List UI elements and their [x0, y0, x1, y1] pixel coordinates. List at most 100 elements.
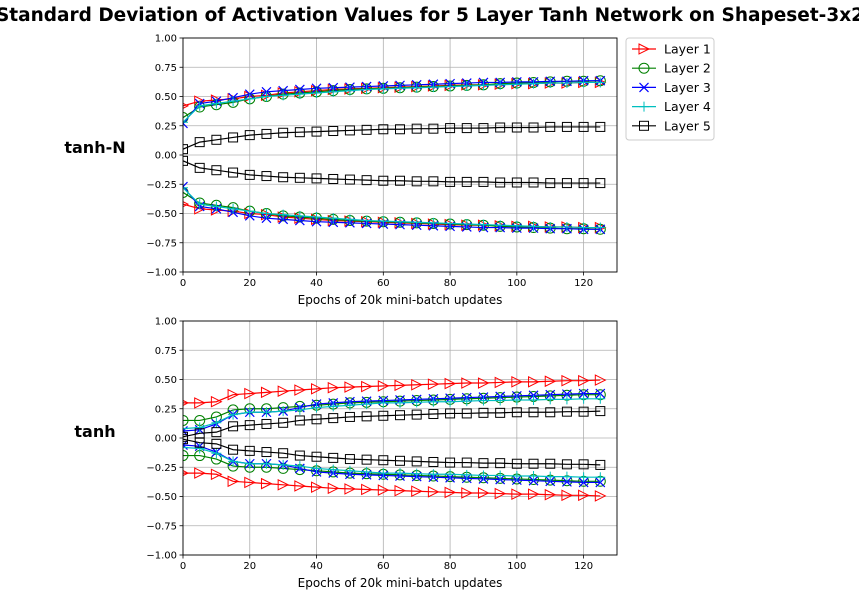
- series-layer-1-point: [194, 397, 206, 409]
- series-layer-4-point: [578, 472, 589, 483]
- series-layer-5-point: [395, 455, 405, 466]
- series-layer-3-point: [595, 388, 606, 399]
- series-layer-5-point: [261, 128, 272, 139]
- y-tick-label: 0.00: [155, 151, 177, 162]
- series-layer-4-point: [183, 423, 188, 434]
- legend-label: Layer 2: [664, 61, 711, 76]
- series-layer-5-point: [344, 125, 355, 136]
- series-layer-3-point: [561, 389, 572, 400]
- series-layer-1-point: [511, 376, 523, 388]
- series-layer-1-point: [494, 487, 507, 500]
- series-layer-4-point: [445, 469, 456, 480]
- series-layer-4-point: [378, 216, 389, 227]
- series-layer-1-point: [561, 374, 574, 387]
- series-layer-5-point: [311, 126, 322, 137]
- series-layer-5-point: [211, 134, 222, 145]
- series-layer-5-point: [561, 459, 572, 470]
- legend-item-layer-2: Layer 2: [632, 61, 711, 76]
- series-layer-4-point: [445, 396, 456, 407]
- series-layer-5-point: [595, 178, 606, 189]
- y-tick-label: −0.75: [146, 521, 177, 532]
- series-layer-5-point: [344, 454, 355, 465]
- series-layer-5-point: [595, 406, 606, 417]
- series-layer-4-point: [528, 471, 539, 482]
- series-layer-5-point: [211, 427, 222, 438]
- series-layer-4-point: [294, 210, 305, 221]
- series-layer-4-point: [445, 218, 456, 229]
- series-layer-4-point: [495, 395, 506, 406]
- x-tick-label: 40: [310, 561, 323, 572]
- series-layer-4-point: [228, 409, 239, 420]
- series-layer-4-point: [478, 395, 489, 406]
- series-layer-1-point: [427, 486, 440, 498]
- series-layer-5-point: [261, 171, 272, 182]
- series-layer-5-point: [445, 457, 456, 468]
- series-layer-1-point: [394, 484, 407, 497]
- series-layer-5-point: [244, 130, 255, 141]
- series-layer-4-point: [595, 77, 606, 88]
- series-layer-1-point: [411, 485, 423, 498]
- chart-panel-tanh-n: tanh-N −1.00 −0.75 −0.50 −0.25 0.00 0.25 0.50 0.…: [64, 34, 618, 307]
- series-layer-4-point: [528, 221, 539, 232]
- series-layer-4-point: [311, 212, 322, 223]
- series-layer-1-point: [444, 486, 457, 499]
- legend-box: [625, 37, 715, 141]
- series-layer-1-point: [578, 374, 590, 387]
- series-layer-3-line-pos: [183, 80, 601, 124]
- series-layer-4-point: [578, 77, 589, 88]
- x-tick-label: 40: [310, 278, 323, 289]
- x-tick-label: 60: [377, 561, 390, 572]
- series-layer-5-point: [578, 406, 589, 417]
- series-layer-4-point: [361, 84, 372, 95]
- series-layer-1-point: [327, 482, 340, 495]
- series-layer-5-point: [361, 175, 372, 186]
- series-layer-5-point: [278, 127, 289, 138]
- series-layer-1-point: [594, 490, 607, 502]
- series-layer-5-point: [311, 414, 322, 425]
- y-tick-label: −0.50: [146, 209, 177, 220]
- series-layer-4-point: [244, 407, 255, 418]
- series-layer-1-point: [544, 375, 557, 388]
- x-axis-label: Epochs of 20k mini-batch updates: [298, 576, 503, 590]
- series-layer-1-point: [244, 387, 256, 400]
- series-layer-4-point: [511, 220, 522, 231]
- x-tick-label: 80: [444, 278, 457, 289]
- series-layer-1-point: [461, 377, 473, 389]
- axes-frame: [182, 320, 618, 556]
- legend-item-layer-1: Layer 1: [632, 42, 711, 57]
- series-layer-4-point: [228, 456, 239, 467]
- x-tick-label: 100: [507, 278, 526, 289]
- series-layer-5-point: [211, 438, 222, 449]
- series-layer-1-point: [511, 488, 523, 500]
- series-layer-5-point: [511, 407, 522, 418]
- series-layer-5-point: [528, 458, 539, 469]
- legend-marker: [639, 120, 649, 131]
- series-layer-3-point: [183, 181, 188, 192]
- series-layer-5-point: [211, 165, 222, 176]
- series-layer-5-point: [528, 122, 539, 133]
- series-layer-5-point: [395, 175, 405, 186]
- series-layer-4-point: [278, 209, 289, 220]
- series-layer-5-point: [478, 176, 489, 187]
- series-layer-5-point: [378, 124, 389, 135]
- series-layer-5-point: [595, 121, 606, 132]
- series-layer-5-point: [461, 176, 472, 187]
- series-layer-5-point: [361, 124, 372, 135]
- series-layer-5-line-pos: [183, 410, 601, 438]
- series-layer-1-point: [461, 487, 473, 499]
- series-layer-5-point: [244, 420, 255, 431]
- x-tick-label: 20: [243, 278, 256, 289]
- series-layer-5-point: [183, 155, 188, 166]
- series-layer-1-point: [244, 476, 256, 489]
- series-layer-4-point: [361, 399, 372, 410]
- series-layer-4-point: [595, 472, 606, 483]
- series-layer-5-point: [461, 123, 472, 134]
- series-layer-4-point: [461, 469, 472, 480]
- series-layer-1-point: [411, 378, 423, 391]
- y-tick-label: −0.25: [146, 180, 177, 191]
- x-tick-label: 100: [507, 561, 526, 572]
- series-layer-5-point: [545, 121, 556, 132]
- series-layer-4-point: [183, 182, 188, 193]
- series-layer-5-point: [411, 123, 422, 134]
